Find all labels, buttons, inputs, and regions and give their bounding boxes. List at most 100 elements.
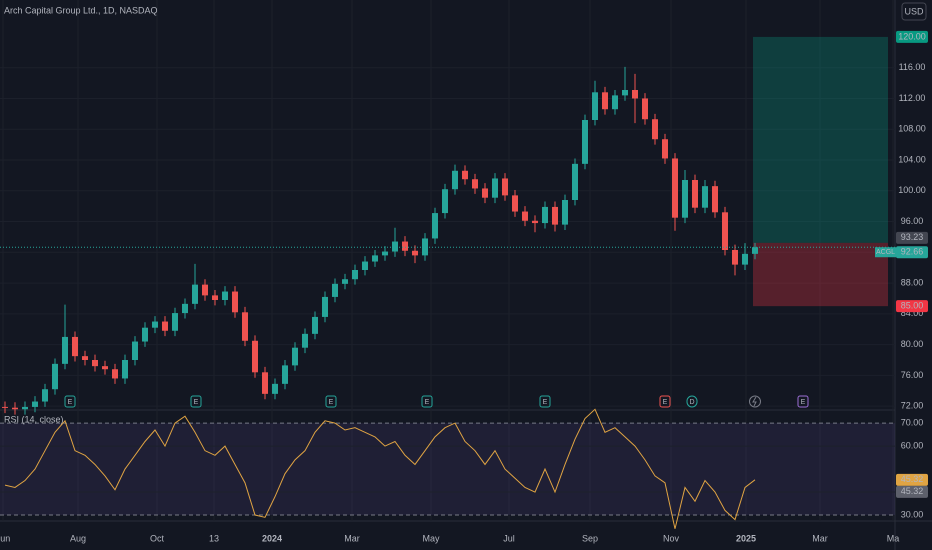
candle-body xyxy=(122,360,128,379)
candle-body xyxy=(342,279,348,284)
y-tick-label: 104.00 xyxy=(898,154,926,164)
candle-body xyxy=(752,247,758,254)
event-label: D xyxy=(689,399,694,406)
y-tick-label: 76.00 xyxy=(901,370,924,380)
candle-body xyxy=(242,312,248,341)
rsi-line xyxy=(4,408,756,529)
candle-body xyxy=(502,178,508,196)
event-label: E xyxy=(329,399,334,406)
candle-body xyxy=(732,250,738,265)
currency-button[interactable] xyxy=(901,2,927,21)
event-icon xyxy=(421,395,433,408)
candle-body xyxy=(42,389,48,402)
candle-body xyxy=(542,206,548,224)
rsi-ma-label: 45.32 xyxy=(901,486,924,496)
event-label: E xyxy=(425,399,430,406)
candle-body xyxy=(352,270,358,280)
candle-body xyxy=(612,95,618,110)
stop-label-bg xyxy=(896,300,928,313)
candle-body xyxy=(12,407,18,410)
candle-body xyxy=(462,170,468,180)
target-zone xyxy=(753,36,888,243)
y-tick-label: 96.00 xyxy=(901,216,924,226)
candle-body xyxy=(202,284,208,296)
candle-body xyxy=(692,180,698,208)
candle-body xyxy=(152,321,158,328)
rsi-title: RSI (14, close) xyxy=(4,414,64,424)
candle-body xyxy=(92,360,98,367)
candle-body xyxy=(422,238,428,256)
candle-body xyxy=(82,356,88,360)
candle-body xyxy=(52,363,58,390)
candle-body xyxy=(192,284,198,304)
candle-body xyxy=(662,139,668,159)
candle-body xyxy=(722,212,728,250)
event-icon xyxy=(325,395,337,408)
candle-body xyxy=(272,383,278,394)
candle-body xyxy=(182,303,188,314)
x-tick-label: Aug xyxy=(70,533,86,543)
candle-body xyxy=(682,180,688,218)
candle-body xyxy=(442,189,448,214)
candle-body xyxy=(292,347,298,366)
x-tick-label: 2025 xyxy=(736,533,756,543)
currency-label[interactable]: USD xyxy=(904,6,924,16)
y-tick-label: 72.00 xyxy=(901,401,924,411)
candle-body xyxy=(312,316,318,334)
candle-body xyxy=(632,90,638,99)
candle-body xyxy=(332,283,338,297)
last-price-label: 92.66 xyxy=(901,247,924,257)
last-price-label-bg xyxy=(896,246,928,259)
candle-body xyxy=(222,291,228,300)
x-tick-label: Oct xyxy=(150,533,165,543)
y-tick-label: 112.00 xyxy=(899,93,926,103)
candle-body xyxy=(582,120,588,164)
chart-title: Arch Capital Group Ltd., 1D, NASDAQ xyxy=(4,5,158,15)
event-label: E xyxy=(663,399,668,406)
event-label: E xyxy=(68,399,73,406)
symbol-tag-bg xyxy=(875,247,896,258)
candle-body xyxy=(212,295,218,300)
x-tick-label: Nov xyxy=(663,533,680,543)
candle-body xyxy=(572,163,578,200)
candle-body xyxy=(562,200,568,225)
candle-body xyxy=(492,178,498,198)
candle-body xyxy=(22,406,28,410)
candle-body xyxy=(172,313,178,331)
candle-body xyxy=(372,255,378,262)
entry-label-bg xyxy=(896,231,928,244)
candle-body xyxy=(602,92,608,110)
candle-body xyxy=(742,253,748,265)
candle-body xyxy=(672,158,678,218)
y-tick-label: 30.00 xyxy=(901,509,924,519)
x-tick-label: 2024 xyxy=(262,533,282,543)
y-tick-label: 88.00 xyxy=(901,277,924,287)
candle-body xyxy=(142,327,148,342)
event-icon xyxy=(539,395,551,408)
candle-body xyxy=(452,170,458,190)
y-tick-label: 116.00 xyxy=(899,62,926,72)
x-tick-label: Sep xyxy=(582,533,598,543)
y-tick-label: 60.00 xyxy=(901,440,924,450)
candle-body xyxy=(532,220,538,224)
candle-body xyxy=(302,333,308,348)
candle-body xyxy=(712,186,718,213)
candle-body xyxy=(72,336,78,357)
candle-body xyxy=(262,372,268,394)
candle-body xyxy=(322,296,328,317)
y-tick-label: 108.00 xyxy=(898,124,926,134)
candle-body xyxy=(252,340,258,373)
event-icon xyxy=(190,395,202,408)
candle-body xyxy=(472,179,478,189)
event-label: E xyxy=(194,399,199,406)
candle-body xyxy=(282,365,288,384)
candle-body xyxy=(702,186,708,208)
target-label-bg xyxy=(896,30,928,43)
y-tick-label: 70.00 xyxy=(901,417,924,427)
rsi-last-label-bg xyxy=(896,473,928,486)
candle-body xyxy=(2,406,8,408)
candle-body xyxy=(382,251,388,256)
candle-body xyxy=(392,241,398,252)
candle-body xyxy=(102,366,108,370)
